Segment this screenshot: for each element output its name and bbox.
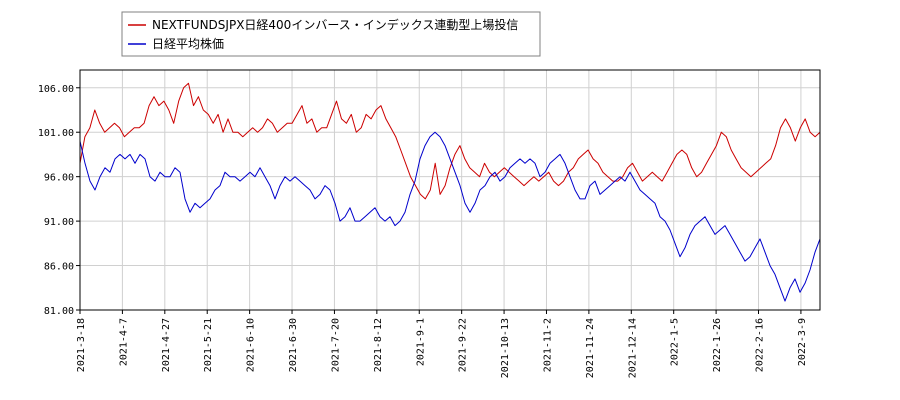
x-tick-label: 2021-10-13: [500, 318, 511, 378]
legend-label-nextfunds: NEXTFUNDSJPX日経400インバース・インデックス連動型上場投信: [152, 17, 518, 32]
series-line-nikkei: [79, 131, 821, 302]
legend: NEXTFUNDSJPX日経400インバース・インデックス連動型上場投信 日経平…: [121, 11, 541, 57]
x-tick-label: 2022-3-9: [797, 318, 808, 366]
grid: [79, 70, 820, 311]
y-tick-label: 91.00: [44, 217, 74, 228]
x-axis: 2021-3-18 2021-4-7 2021-4-27 2021-5-21 2021-…: [76, 310, 808, 378]
x-tick-label: 2021-6-10: [246, 318, 257, 372]
x-tick-label: 2021-11-2: [542, 318, 553, 372]
series-line-nextfunds: [79, 82, 821, 200]
x-tick-label: 2022-1-5: [670, 318, 681, 366]
x-tick-label: 2021-7-20: [330, 318, 341, 372]
x-tick-label: 2021-5-21: [203, 318, 214, 372]
legend-label-nikkei: 日経平均株価: [152, 36, 224, 51]
x-tick-label: 2021-8-12: [373, 318, 384, 372]
x-tick-label: 2021-3-18: [76, 318, 87, 372]
x-tick-label: 2022-2-16: [755, 318, 766, 372]
legend-box: [121, 11, 541, 57]
x-tick-label: 2022-1-26: [712, 318, 723, 372]
series-layer: [79, 82, 821, 302]
x-tick-label: 2021-4-27: [161, 318, 172, 372]
y-tick-label: 86.00: [44, 262, 74, 273]
y-tick-label: 101.00: [38, 128, 74, 139]
x-tick-label: 2021-4-7: [118, 318, 129, 366]
plot-frame: [79, 69, 821, 311]
x-tick-label: 2021-9-22: [458, 318, 469, 372]
x-tick-label: 2021-9-1: [415, 318, 426, 366]
y-tick-label: 81.00: [44, 306, 74, 317]
y-tick-label: 96.00: [44, 173, 74, 184]
x-tick-label: 2021-11-24: [585, 318, 596, 378]
y-axis: 81.00 86.00 91.00 96.00 101.00 106.00: [38, 84, 80, 317]
x-tick-label: 2021-6-30: [288, 318, 299, 372]
y-tick-label: 106.00: [38, 84, 74, 95]
x-tick-label: 2021-12-14: [627, 318, 638, 378]
